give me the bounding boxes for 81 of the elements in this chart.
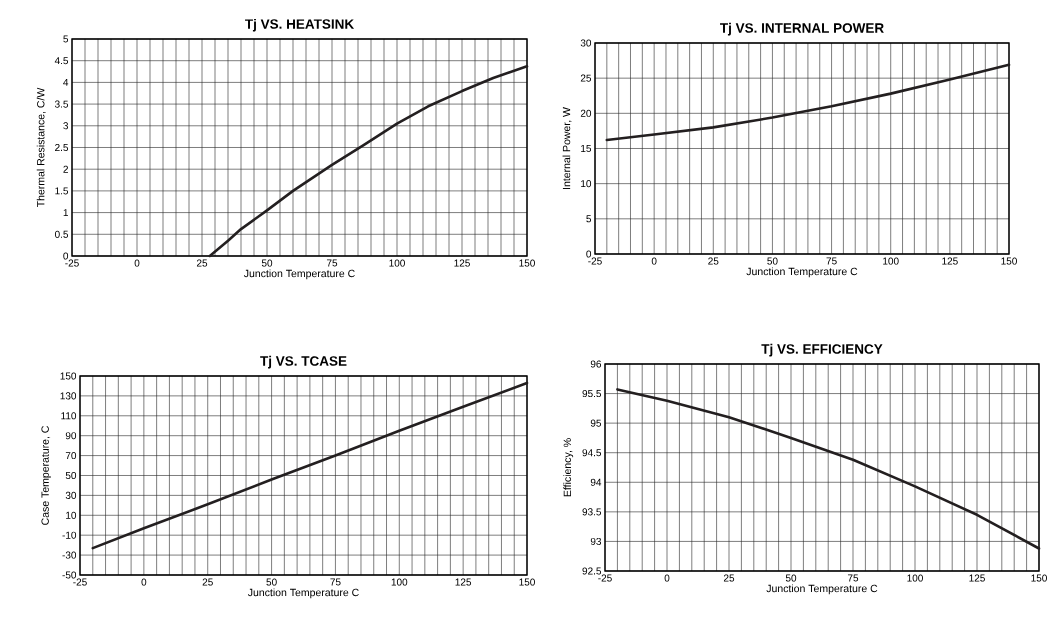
x-tick-label: 25 [196, 259, 208, 267]
chart-title: Tj VS. INTERNAL POWER [720, 22, 884, 36]
y-tick-label: 94 [590, 478, 602, 486]
x-tick-label: 0 [664, 574, 670, 582]
x-tick-label: 50 [785, 574, 797, 582]
x-axis-title: Junction Temperature C [247, 588, 359, 599]
y-tick-label: 10 [581, 180, 592, 188]
y-tick-label: 15 [581, 145, 592, 152]
x-axis-title: Junction Temperature C [243, 269, 355, 280]
x-tick-label: 150 [519, 259, 535, 267]
y-tick-label: 3.5 [54, 100, 69, 108]
x-tick-label: 125 [942, 257, 958, 265]
y-axis-title: Thermal Resistance, C/W [36, 87, 46, 208]
y-tick-label: 2 [63, 165, 68, 173]
x-tick-label: 0 [141, 578, 147, 586]
y-axis-title: Efficiency, % [563, 438, 574, 497]
x-tick-label: -25 [588, 257, 602, 265]
y-tick-label: -10 [62, 531, 77, 539]
y-tick-label: 5 [586, 215, 592, 223]
y-tick-label: 1.5 [55, 187, 69, 195]
x-tick-label: 125 [969, 574, 985, 582]
x-tick-label: 150 [1001, 257, 1017, 265]
x-tick-label: 75 [847, 574, 859, 582]
x-tick-label: 25 [723, 574, 735, 582]
x-tick-label: 150 [519, 578, 535, 586]
y-tick-label: 4.5 [54, 57, 69, 65]
chart-title: Tj VS. TCASE [260, 355, 347, 369]
y-tick-label: 1 [63, 209, 68, 217]
y-axis-title: Internal Power, W [562, 107, 572, 189]
x-tick-label: 75 [326, 259, 338, 267]
y-tick-label: 5 [63, 35, 69, 43]
x-tick-label: 50 [261, 259, 273, 267]
y-tick-label: 3 [63, 122, 69, 130]
y-tick-label: 130 [60, 392, 77, 400]
y-tick-label: 50 [65, 471, 77, 480]
x-tick-label: 50 [767, 257, 778, 265]
y-tick-label: 0 [586, 250, 592, 258]
x-tick-label: 0 [134, 259, 140, 267]
y-axis-title: Case Temperature, C [41, 426, 51, 525]
y-tick-label: 25 [580, 74, 592, 82]
x-tick-label: -25 [65, 259, 79, 267]
y-tick-label: 96 [590, 360, 602, 368]
y-tick-label: 150 [60, 372, 77, 380]
y-tick-label: 93 [590, 537, 602, 545]
x-tick-label: 75 [826, 257, 837, 265]
y-tick-label: 94.5 [582, 449, 602, 457]
y-tick-label: -50 [62, 571, 77, 579]
chart-title: Tj VS. EFFICIENCY [761, 343, 883, 357]
chart-title: Tj VS. HEATSINK [245, 18, 355, 32]
x-tick-label: 75 [330, 578, 341, 586]
x-tick-label: 125 [454, 259, 470, 267]
y-tick-label: 90 [65, 432, 77, 440]
x-tick-label: -25 [73, 578, 87, 586]
x-tick-label: 0 [651, 257, 657, 265]
y-tick-label: 92.5 [582, 567, 602, 575]
x-tick-label: 25 [708, 257, 719, 265]
y-tick-label: 70 [65, 452, 77, 460]
y-tick-label: 2.5 [55, 143, 69, 152]
x-axis-title: Junction Temperature C [746, 267, 858, 278]
x-axis-title: Junction Temperature C [766, 584, 878, 595]
x-tick-label: 100 [883, 257, 899, 265]
y-tick-label: -30 [62, 551, 77, 559]
x-tick-label: 25 [202, 578, 213, 586]
y-tick-label: 0 [63, 252, 69, 260]
x-tick-label: 100 [907, 574, 923, 582]
y-tick-label: 93.5 [582, 508, 602, 516]
x-tick-label: 125 [455, 578, 472, 586]
x-tick-label: -25 [598, 574, 612, 582]
y-tick-label: 95.5 [582, 390, 602, 398]
y-tick-label: 20 [580, 109, 592, 117]
y-tick-label: 30 [580, 39, 592, 47]
y-tick-label: 30 [65, 491, 77, 499]
y-tick-label: 4 [63, 78, 69, 86]
y-tick-label: 0.5 [54, 230, 69, 238]
y-tick-label: 110 [61, 412, 77, 420]
x-tick-label: 150 [1031, 574, 1047, 582]
x-tick-label: 100 [391, 578, 408, 586]
y-tick-label: 95 [590, 419, 602, 427]
x-tick-label: 50 [266, 578, 277, 586]
x-tick-label: 100 [389, 259, 405, 267]
y-tick-label: 10 [66, 511, 77, 519]
